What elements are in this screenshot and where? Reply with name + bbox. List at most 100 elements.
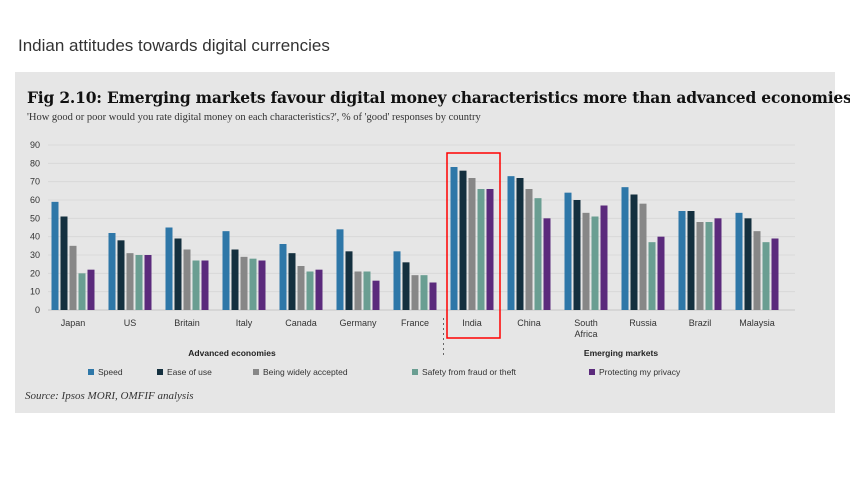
bar-safety-from-fraud-or-theft-us — [135, 255, 143, 310]
bar-safety-from-fraud-or-theft-china — [534, 198, 542, 310]
y-tick-label: 20 — [30, 268, 40, 278]
legend-label: Protecting my privacy — [599, 367, 681, 377]
legend-label: Being widely accepted — [263, 367, 348, 377]
bar-speed-germany — [336, 229, 344, 310]
bar-safety-from-fraud-or-theft-malaysia — [762, 242, 770, 310]
bar-ease-of-use-canada — [288, 253, 296, 310]
bar-speed-south-africa — [564, 192, 572, 310]
chart-source: Source: Ipsos MORI, OMFIF analysis — [25, 390, 194, 402]
x-tick-label: China — [517, 318, 541, 328]
bar-being-widely-accepted-france — [411, 275, 419, 310]
bar-being-widely-accepted-italy — [240, 256, 248, 310]
bar-protecting-my-privacy-britain — [201, 260, 209, 310]
bar-protecting-my-privacy-china — [543, 218, 551, 310]
bar-speed-brazil — [678, 211, 686, 310]
bar-ease-of-use-france — [402, 262, 410, 310]
bar-speed-italy — [222, 231, 230, 310]
bar-speed-japan — [51, 201, 59, 310]
bar-safety-from-fraud-or-theft-brazil — [705, 222, 713, 310]
bar-protecting-my-privacy-us — [144, 255, 152, 310]
x-tick-label: Canada — [285, 318, 317, 328]
bar-ease-of-use-germany — [345, 251, 353, 310]
bar-safety-from-fraud-or-theft-canada — [306, 271, 314, 310]
page-title: Indian attitudes towards digital currenc… — [18, 36, 330, 55]
bar-being-widely-accepted-japan — [69, 245, 77, 310]
bar-protecting-my-privacy-japan — [87, 269, 95, 310]
bar-speed-us — [108, 233, 116, 310]
bar-speed-india — [450, 167, 458, 310]
bar-protecting-my-privacy-canada — [315, 269, 323, 310]
y-tick-label: 70 — [30, 177, 40, 187]
bar-being-widely-accepted-china — [525, 189, 533, 310]
bar-safety-from-fraud-or-theft-russia — [648, 242, 656, 310]
bar-being-widely-accepted-india — [468, 178, 476, 310]
bar-safety-from-fraud-or-theft-britain — [192, 260, 200, 310]
legend-swatch — [412, 369, 418, 375]
group-label: Emerging markets — [584, 348, 658, 358]
bar-safety-from-fraud-or-theft-japan — [78, 273, 86, 310]
bar-speed-canada — [279, 244, 287, 310]
bar-ease-of-use-china — [516, 178, 524, 310]
x-tick-label: France — [401, 318, 429, 328]
bar-protecting-my-privacy-germany — [372, 280, 380, 310]
x-tick-label: South — [574, 318, 598, 328]
x-tick-label: Brazil — [689, 318, 712, 328]
bar-safety-from-fraud-or-theft-italy — [249, 258, 257, 310]
y-tick-label: 90 — [30, 140, 40, 150]
bar-protecting-my-privacy-france — [429, 282, 437, 310]
x-tick-label: India — [462, 318, 482, 328]
x-tick-label: Britain — [174, 318, 200, 328]
y-tick-label: 0 — [35, 305, 40, 315]
y-tick-label: 10 — [30, 287, 40, 297]
legend-swatch — [157, 369, 163, 375]
bar-ease-of-use-italy — [231, 249, 239, 310]
bar-ease-of-use-south-africa — [573, 200, 581, 310]
y-tick-label: 30 — [30, 250, 40, 260]
bar-protecting-my-privacy-russia — [657, 236, 665, 310]
bar-being-widely-accepted-britain — [183, 249, 191, 310]
x-tick-label: Italy — [236, 318, 253, 328]
x-tick-label: Malaysia — [739, 318, 775, 328]
legend-label: Ease of use — [167, 367, 212, 377]
bar-safety-from-fraud-or-theft-india — [477, 189, 485, 310]
bar-speed-britain — [165, 227, 173, 310]
group-label: Advanced economies — [188, 348, 276, 358]
legend-label: Speed — [98, 367, 123, 377]
x-tick-label: Germany — [339, 318, 377, 328]
bar-ease-of-use-russia — [630, 194, 638, 310]
y-tick-label: 60 — [30, 195, 40, 205]
bar-speed-russia — [621, 187, 629, 310]
bar-being-widely-accepted-us — [126, 253, 134, 310]
x-tick-label: US — [124, 318, 137, 328]
bar-protecting-my-privacy-malaysia — [771, 238, 779, 310]
x-tick-label: Russia — [629, 318, 657, 328]
bar-being-widely-accepted-south-africa — [582, 212, 590, 310]
bar-protecting-my-privacy-brazil — [714, 218, 722, 310]
bar-ease-of-use-india — [459, 170, 467, 310]
legend-label: Safety from fraud or theft — [422, 367, 517, 377]
legend-swatch — [88, 369, 94, 375]
bar-ease-of-use-japan — [60, 216, 68, 310]
bar-speed-malaysia — [735, 212, 743, 310]
bar-ease-of-use-brazil — [687, 211, 695, 310]
bar-protecting-my-privacy-south-africa — [600, 205, 608, 310]
bar-safety-from-fraud-or-theft-france — [420, 275, 428, 310]
bar-ease-of-use-us — [117, 240, 125, 310]
bar-being-widely-accepted-germany — [354, 271, 362, 310]
bar-speed-china — [507, 176, 515, 310]
bar-safety-from-fraud-or-theft-south-africa — [591, 216, 599, 310]
chart-subtitle: 'How good or poor would you rate digital… — [27, 112, 481, 123]
bar-being-widely-accepted-canada — [297, 266, 305, 310]
bar-protecting-my-privacy-italy — [258, 260, 266, 310]
x-tick-label: Africa — [574, 329, 597, 339]
bar-speed-france — [393, 251, 401, 310]
bar-ease-of-use-britain — [174, 238, 182, 310]
bar-ease-of-use-malaysia — [744, 218, 752, 310]
chart-title: Fig 2.10: Emerging markets favour digita… — [27, 88, 850, 107]
y-tick-label: 50 — [30, 213, 40, 223]
bar-being-widely-accepted-russia — [639, 203, 647, 310]
highlight-box — [446, 152, 501, 339]
bar-protecting-my-privacy-india — [486, 189, 494, 310]
legend-swatch — [589, 369, 595, 375]
